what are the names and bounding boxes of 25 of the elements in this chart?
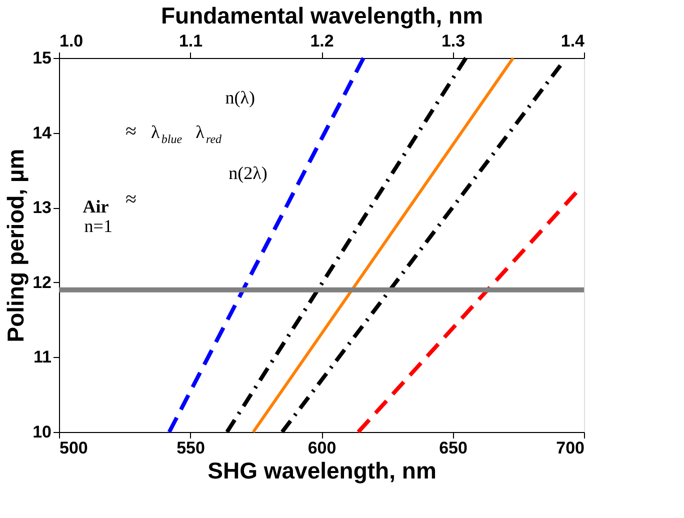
y-tick-label: 11: [34, 348, 52, 367]
y-tick-label: 10: [32, 422, 52, 442]
x2-tick-label: 1.4: [560, 32, 586, 50]
x2-tick-label: 1.2: [310, 32, 334, 50]
x-tick-label: 600: [308, 438, 336, 458]
y-tick-label: 12: [32, 272, 52, 292]
x-tick-label: 650: [439, 438, 468, 458]
x-tick-label: 550: [176, 438, 205, 458]
x2-tick-label: 1.3: [441, 32, 466, 50]
x2-tick-label: 1.0: [60, 32, 84, 50]
x2-tick-label: 1.1: [178, 32, 203, 50]
y-tick-label: 13: [32, 198, 52, 218]
y-tick-label: 15: [32, 48, 52, 68]
x2-axis-title: Fundamental wavelength, nm: [160, 2, 484, 28]
annotation: n(2λ): [228, 162, 268, 183]
y-axis-title: Poling period, µm: [2, 148, 29, 342]
annotation: ≈: [125, 188, 136, 210]
x-axis-title: SHG wavelength, nm: [208, 458, 436, 484]
y-tick-label: 14: [32, 123, 52, 142]
annotation: n=1: [84, 216, 112, 236]
annotation: n(λ): [225, 87, 255, 108]
x-tick-label: 500: [60, 438, 88, 458]
annotation: Air: [82, 196, 109, 217]
annotation: ≈: [125, 120, 136, 142]
x-tick-label: 700: [556, 438, 584, 458]
